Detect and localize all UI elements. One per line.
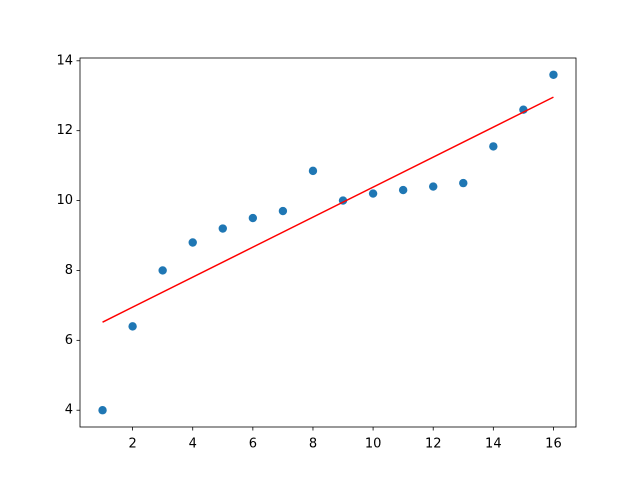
point: [398, 185, 408, 195]
y-tick-label: 12: [56, 123, 73, 138]
y-tick-label: 10: [56, 193, 73, 208]
point: [549, 70, 558, 79]
y-tick-label: 8: [65, 263, 73, 278]
y-tick-label: 6: [65, 333, 73, 348]
x-tick-label: 8: [309, 437, 317, 452]
point: [218, 224, 227, 233]
point: [158, 266, 167, 275]
x-tick-label: 14: [485, 437, 502, 452]
fit-line: [102, 96, 554, 323]
x-tick-label: 12: [425, 437, 442, 452]
point: [248, 213, 258, 223]
point: [278, 206, 288, 216]
y-tick-label: 14: [56, 53, 73, 68]
plot-frame: [79, 57, 577, 428]
x-tick-label: 10: [365, 437, 382, 452]
point: [489, 142, 498, 151]
x-tick-label: 4: [189, 437, 197, 452]
x-tick-label: 6: [249, 437, 257, 452]
point: [128, 322, 137, 331]
point: [308, 166, 318, 176]
x-tick-label: 2: [128, 437, 136, 452]
point: [429, 182, 438, 191]
point: [459, 178, 468, 188]
point: [368, 189, 378, 198]
x-tick-label: 16: [545, 437, 562, 452]
point: [188, 238, 197, 247]
y-tick-label: 4: [65, 403, 73, 418]
point: [98, 406, 107, 415]
